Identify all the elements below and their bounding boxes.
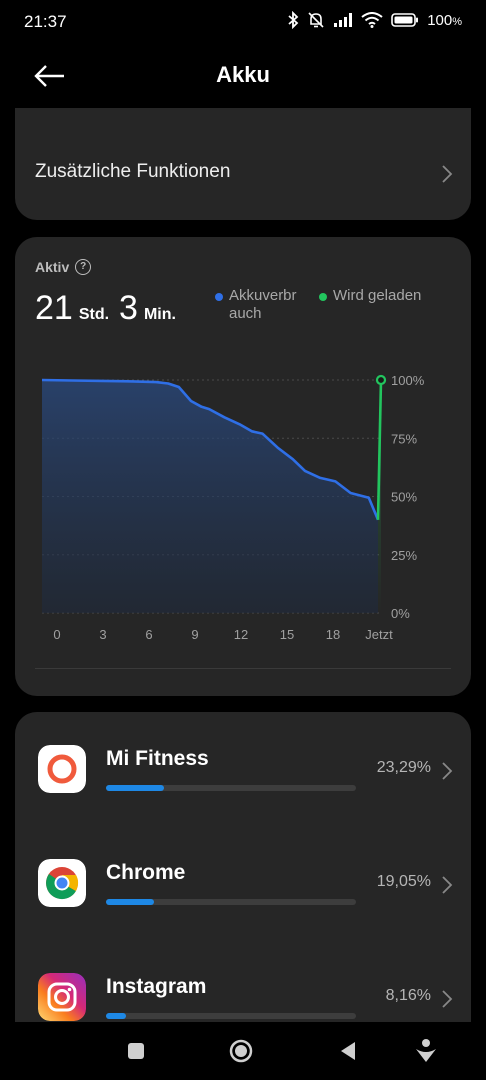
legend-dot-usage xyxy=(215,293,223,301)
app-row-instagram[interactable]: Instagram 8,16% xyxy=(15,973,471,1063)
app-bar: Akku xyxy=(0,44,486,108)
instagram-icon xyxy=(38,973,86,1021)
usage-bar xyxy=(106,785,356,791)
status-bar: 21:37 100% xyxy=(0,0,486,44)
usage-percent: 19,05% xyxy=(376,873,431,890)
y-tick-label: 50% xyxy=(391,490,417,505)
x-tick-label: 15 xyxy=(280,627,294,642)
x-tick-label: 3 xyxy=(99,627,106,642)
mi-fitness-icon xyxy=(38,745,86,793)
help-icon[interactable]: ? xyxy=(75,259,92,275)
y-tick-label: 25% xyxy=(391,548,417,563)
battery-usage-card: Aktiv ? 21 Std. 3 Min. Akkuverbr auch Wir… xyxy=(15,237,471,696)
assistant-icon[interactable] xyxy=(414,1038,438,1064)
series-line-charging xyxy=(376,379,383,520)
app-row-chrome[interactable]: Chrome 19,05% xyxy=(15,859,471,949)
legend-dot-charging xyxy=(319,293,327,301)
page-title: Akku xyxy=(216,62,270,87)
signal-icon xyxy=(334,13,353,27)
current-point-marker xyxy=(375,374,387,386)
y-tick-label: 75% xyxy=(391,431,417,446)
chevron-right-icon xyxy=(442,876,453,894)
recents-square-icon[interactable] xyxy=(127,1042,145,1060)
usage-percent: 8,16% xyxy=(385,987,431,1004)
app-name: Chrome xyxy=(106,861,186,884)
back-arrow-icon[interactable] xyxy=(30,58,70,94)
y-tick-label: 0% xyxy=(391,606,410,621)
status-time: 21:37 xyxy=(24,12,67,31)
app-name: Mi Fitness xyxy=(106,747,209,770)
divider xyxy=(35,668,451,669)
app-name: Instagram xyxy=(106,975,207,998)
additional-functions-card[interactable]: Zusätzliche Funktionen xyxy=(15,108,471,220)
x-tick-label: 0 xyxy=(53,627,60,642)
x-tick-label: 6 xyxy=(145,627,152,642)
app-usage-list: Mi Fitness 23,29% Chrome 19,05% Instagra… xyxy=(15,712,471,1080)
chevron-right-icon xyxy=(442,762,453,780)
usage-bar-fill xyxy=(106,899,154,905)
legend-item-charging: Wird geladen xyxy=(319,287,443,323)
x-tick-label: 18 xyxy=(326,627,340,642)
wifi-icon xyxy=(361,12,383,28)
chevron-right-icon xyxy=(442,165,453,183)
usage-percent: 23,29% xyxy=(376,759,431,776)
bluetooth-icon xyxy=(288,11,299,29)
usage-bar xyxy=(106,899,356,905)
duration-minutes-unit: Min. xyxy=(143,306,176,323)
home-circle-icon[interactable] xyxy=(229,1039,253,1063)
chrome-icon xyxy=(38,859,86,907)
y-tick-label: 100% xyxy=(391,373,425,388)
series-line-usage xyxy=(41,378,380,521)
battery-chart: 100% 75% 50% 25% 0% 0 3 6 9 12 15 18 Jetzt xyxy=(41,373,425,642)
battery-percent: 100% xyxy=(427,11,462,29)
x-tick-label: 12 xyxy=(234,627,248,642)
app-row-mi-fitness[interactable]: Mi Fitness 23,29% xyxy=(15,745,471,835)
mute-icon xyxy=(308,12,324,28)
chevron-right-icon xyxy=(442,990,453,1008)
duration-hours: 21 xyxy=(35,289,73,327)
usage-bar-fill xyxy=(106,785,164,791)
legend-item-usage: Akkuverbr auch xyxy=(215,287,309,323)
usage-bar xyxy=(106,1013,356,1019)
duration-hours-unit: Std. xyxy=(78,306,110,323)
additional-functions-label: Zusätzliche Funktionen xyxy=(35,161,231,182)
usage-bar-fill xyxy=(106,1013,126,1019)
x-tick-label: 9 xyxy=(191,627,198,642)
navigation-bar xyxy=(0,1022,486,1080)
duration-minutes: 3 xyxy=(119,289,138,327)
back-triangle-icon[interactable] xyxy=(339,1041,357,1061)
status-icons: 100% xyxy=(287,11,462,29)
battery-icon xyxy=(391,13,419,27)
series-area-usage xyxy=(42,380,378,613)
active-label: Aktiv ? xyxy=(35,259,92,275)
active-duration: 21 Std. 3 Min. xyxy=(35,289,180,328)
chart-legend: Akkuverbr auch Wird geladen xyxy=(215,287,443,323)
x-tick-label: Jetzt xyxy=(365,627,393,642)
